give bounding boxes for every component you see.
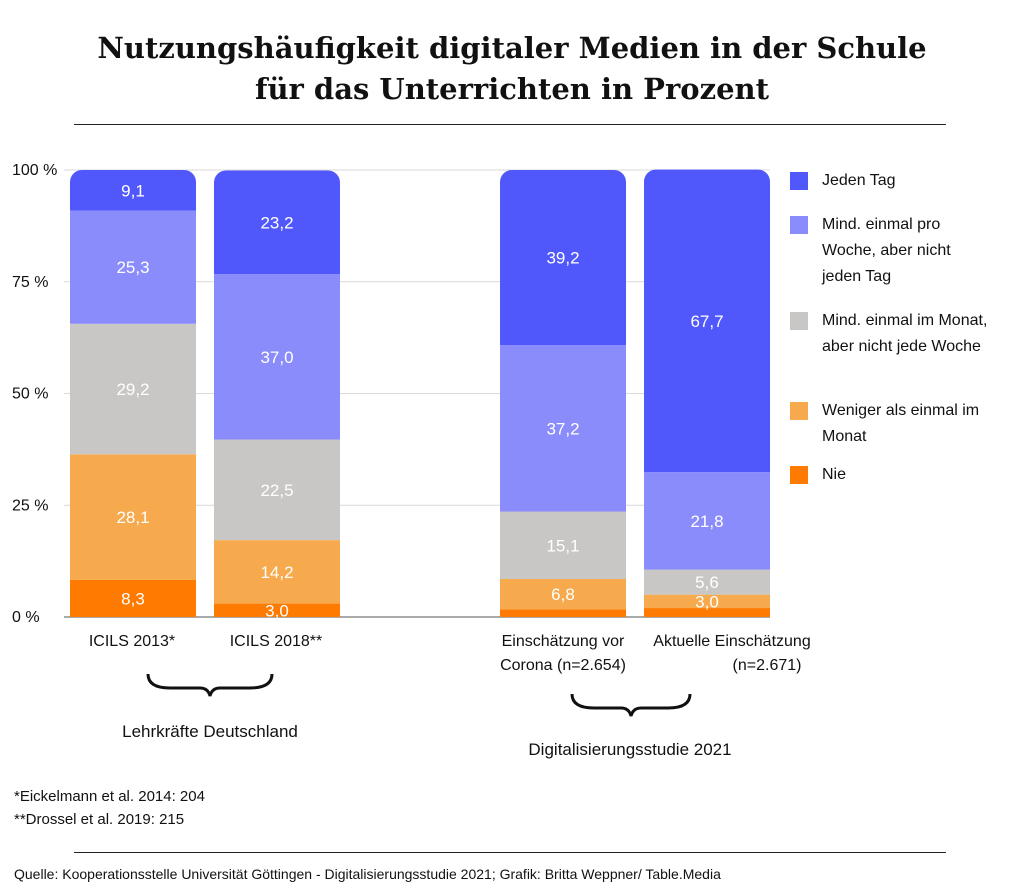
y-tick-label: 0 %: [12, 609, 40, 626]
x-label-vor-corona: Einschätzung vor Corona (n=2.654): [468, 630, 658, 678]
data-label: 67,7: [690, 312, 723, 331]
bar-stack: [70, 170, 196, 617]
source-credit: Quelle: Kooperationsstelle Universität G…: [14, 866, 721, 882]
bar-segment: [500, 609, 626, 617]
footnote-1: *Eickelmann et al. 2014: 204: [14, 788, 205, 805]
group-brace-left: [146, 673, 274, 697]
y-tick-label: 75 %: [12, 274, 48, 291]
bar-stack: [214, 170, 340, 617]
legend-item-jeden-tag: Jeden Tag: [790, 168, 1020, 212]
legend-label: Mind. einmal im Monat, aber nicht jede W…: [822, 312, 988, 355]
data-label: 9,1: [121, 181, 145, 200]
data-label: 28,1: [116, 508, 149, 527]
data-label: 37,0: [260, 348, 293, 367]
data-label: 29,2: [116, 380, 149, 399]
legend-item-woche: Mind. einmal pro Woche, aber nicht jeden…: [790, 212, 992, 308]
bar-segment: [644, 608, 770, 617]
x-label-aktuell-line-1: Aktuelle Einschätzung: [653, 633, 811, 650]
chart-title: Nutzungshäufigkeit digitaler Medien in d…: [0, 28, 1024, 110]
bar-segment: [70, 323, 196, 455]
x-label-icils-2018: ICILS 2018**: [229, 633, 323, 650]
bar-segment: [70, 579, 196, 617]
bar-segment: [214, 540, 340, 604]
bar-stack: [500, 170, 626, 617]
data-label: 6,8: [551, 585, 575, 604]
bar-segment: [214, 439, 340, 541]
legend-label: Jeden Tag: [822, 172, 896, 189]
legend: Jeden Tag Mind. einmal pro Woche, aber n…: [790, 168, 1020, 488]
group-brace-right: [570, 693, 692, 717]
data-label: 23,2: [260, 213, 293, 232]
bar-segment: [500, 345, 626, 512]
bar-stack: [644, 169, 770, 617]
legend-label: Weniger als einmal im Monat: [822, 402, 980, 445]
legend-swatch: [790, 216, 808, 234]
footer-divider: [74, 852, 946, 853]
chart-title-line-2: für das Unterrichten in Prozent: [254, 72, 769, 106]
x-label-icils-2013: ICILS 2013*: [88, 633, 176, 650]
title-divider: [74, 124, 946, 125]
legend-item-weniger: Weniger als einmal im Monat: [790, 398, 1012, 462]
y-tick-label: 25 %: [12, 497, 48, 514]
bar-segment: [644, 594, 770, 609]
legend-swatch: [790, 402, 808, 420]
bar-segment: [70, 454, 196, 580]
data-label: 21,8: [690, 512, 723, 531]
data-label: 39,2: [546, 249, 579, 268]
legend-item-monat: Mind. einmal im Monat, aber nicht jede W…: [790, 308, 1012, 398]
legend-item-nie: Nie: [790, 462, 1020, 488]
bar-segment: [500, 511, 626, 580]
bar-segment: [500, 579, 626, 610]
y-tick-label: 100 %: [12, 162, 57, 179]
legend-swatch: [790, 172, 808, 190]
bar-segment: [214, 170, 340, 275]
data-label: 22,5: [260, 481, 293, 500]
data-label: 8,3: [121, 589, 145, 608]
stacked-bar-chart: 0 % 25 % 50 % 75 % 100 % 8,3 28,1 29,2 25,3 9,1 3,…: [12, 162, 770, 626]
x-label-aktuell: Aktuelle Einschätzung (n=2.671): [632, 630, 832, 678]
x-label-vor-corona-line-2: Corona (n=2.654): [500, 657, 626, 674]
group-label-digitalisierungsstudie: Digitalisierungsstudie 2021: [528, 740, 732, 759]
bar-segment: [214, 603, 340, 617]
data-label: 3,0: [265, 601, 289, 620]
legend-label: Nie: [822, 466, 847, 483]
group-label-lehrkraefte: Lehrkräfte Deutschland: [122, 722, 298, 741]
data-label: 14,2: [260, 563, 293, 582]
data-label: 5,6: [695, 573, 719, 592]
bar-segment: [644, 472, 770, 570]
data-label: 3,0: [695, 592, 719, 611]
data-label: 15,1: [546, 536, 579, 555]
bar-segment: [500, 170, 626, 346]
x-label-aktuell-line-2: (n=2.671): [732, 657, 802, 674]
bar-segment: [70, 210, 196, 324]
y-tick-label: 50 %: [12, 386, 48, 403]
data-label: 37,2: [546, 419, 579, 438]
x-label-vor-corona-line-1: Einschätzung vor: [501, 633, 625, 650]
bar-segment: [644, 169, 770, 473]
legend-swatch: [790, 466, 808, 484]
bar-segment: [214, 274, 340, 440]
legend-swatch: [790, 312, 808, 330]
data-label: 25,3: [116, 258, 149, 277]
legend-label: Mind. einmal pro Woche, aber nicht jeden…: [822, 216, 951, 285]
chart-title-line-1: Nutzungshäufigkeit digitaler Medien in d…: [97, 31, 927, 65]
footnote-2: **Drossel et al. 2019: 215: [14, 811, 185, 828]
bar-segment: [644, 569, 770, 595]
bar-segment: [70, 170, 196, 211]
